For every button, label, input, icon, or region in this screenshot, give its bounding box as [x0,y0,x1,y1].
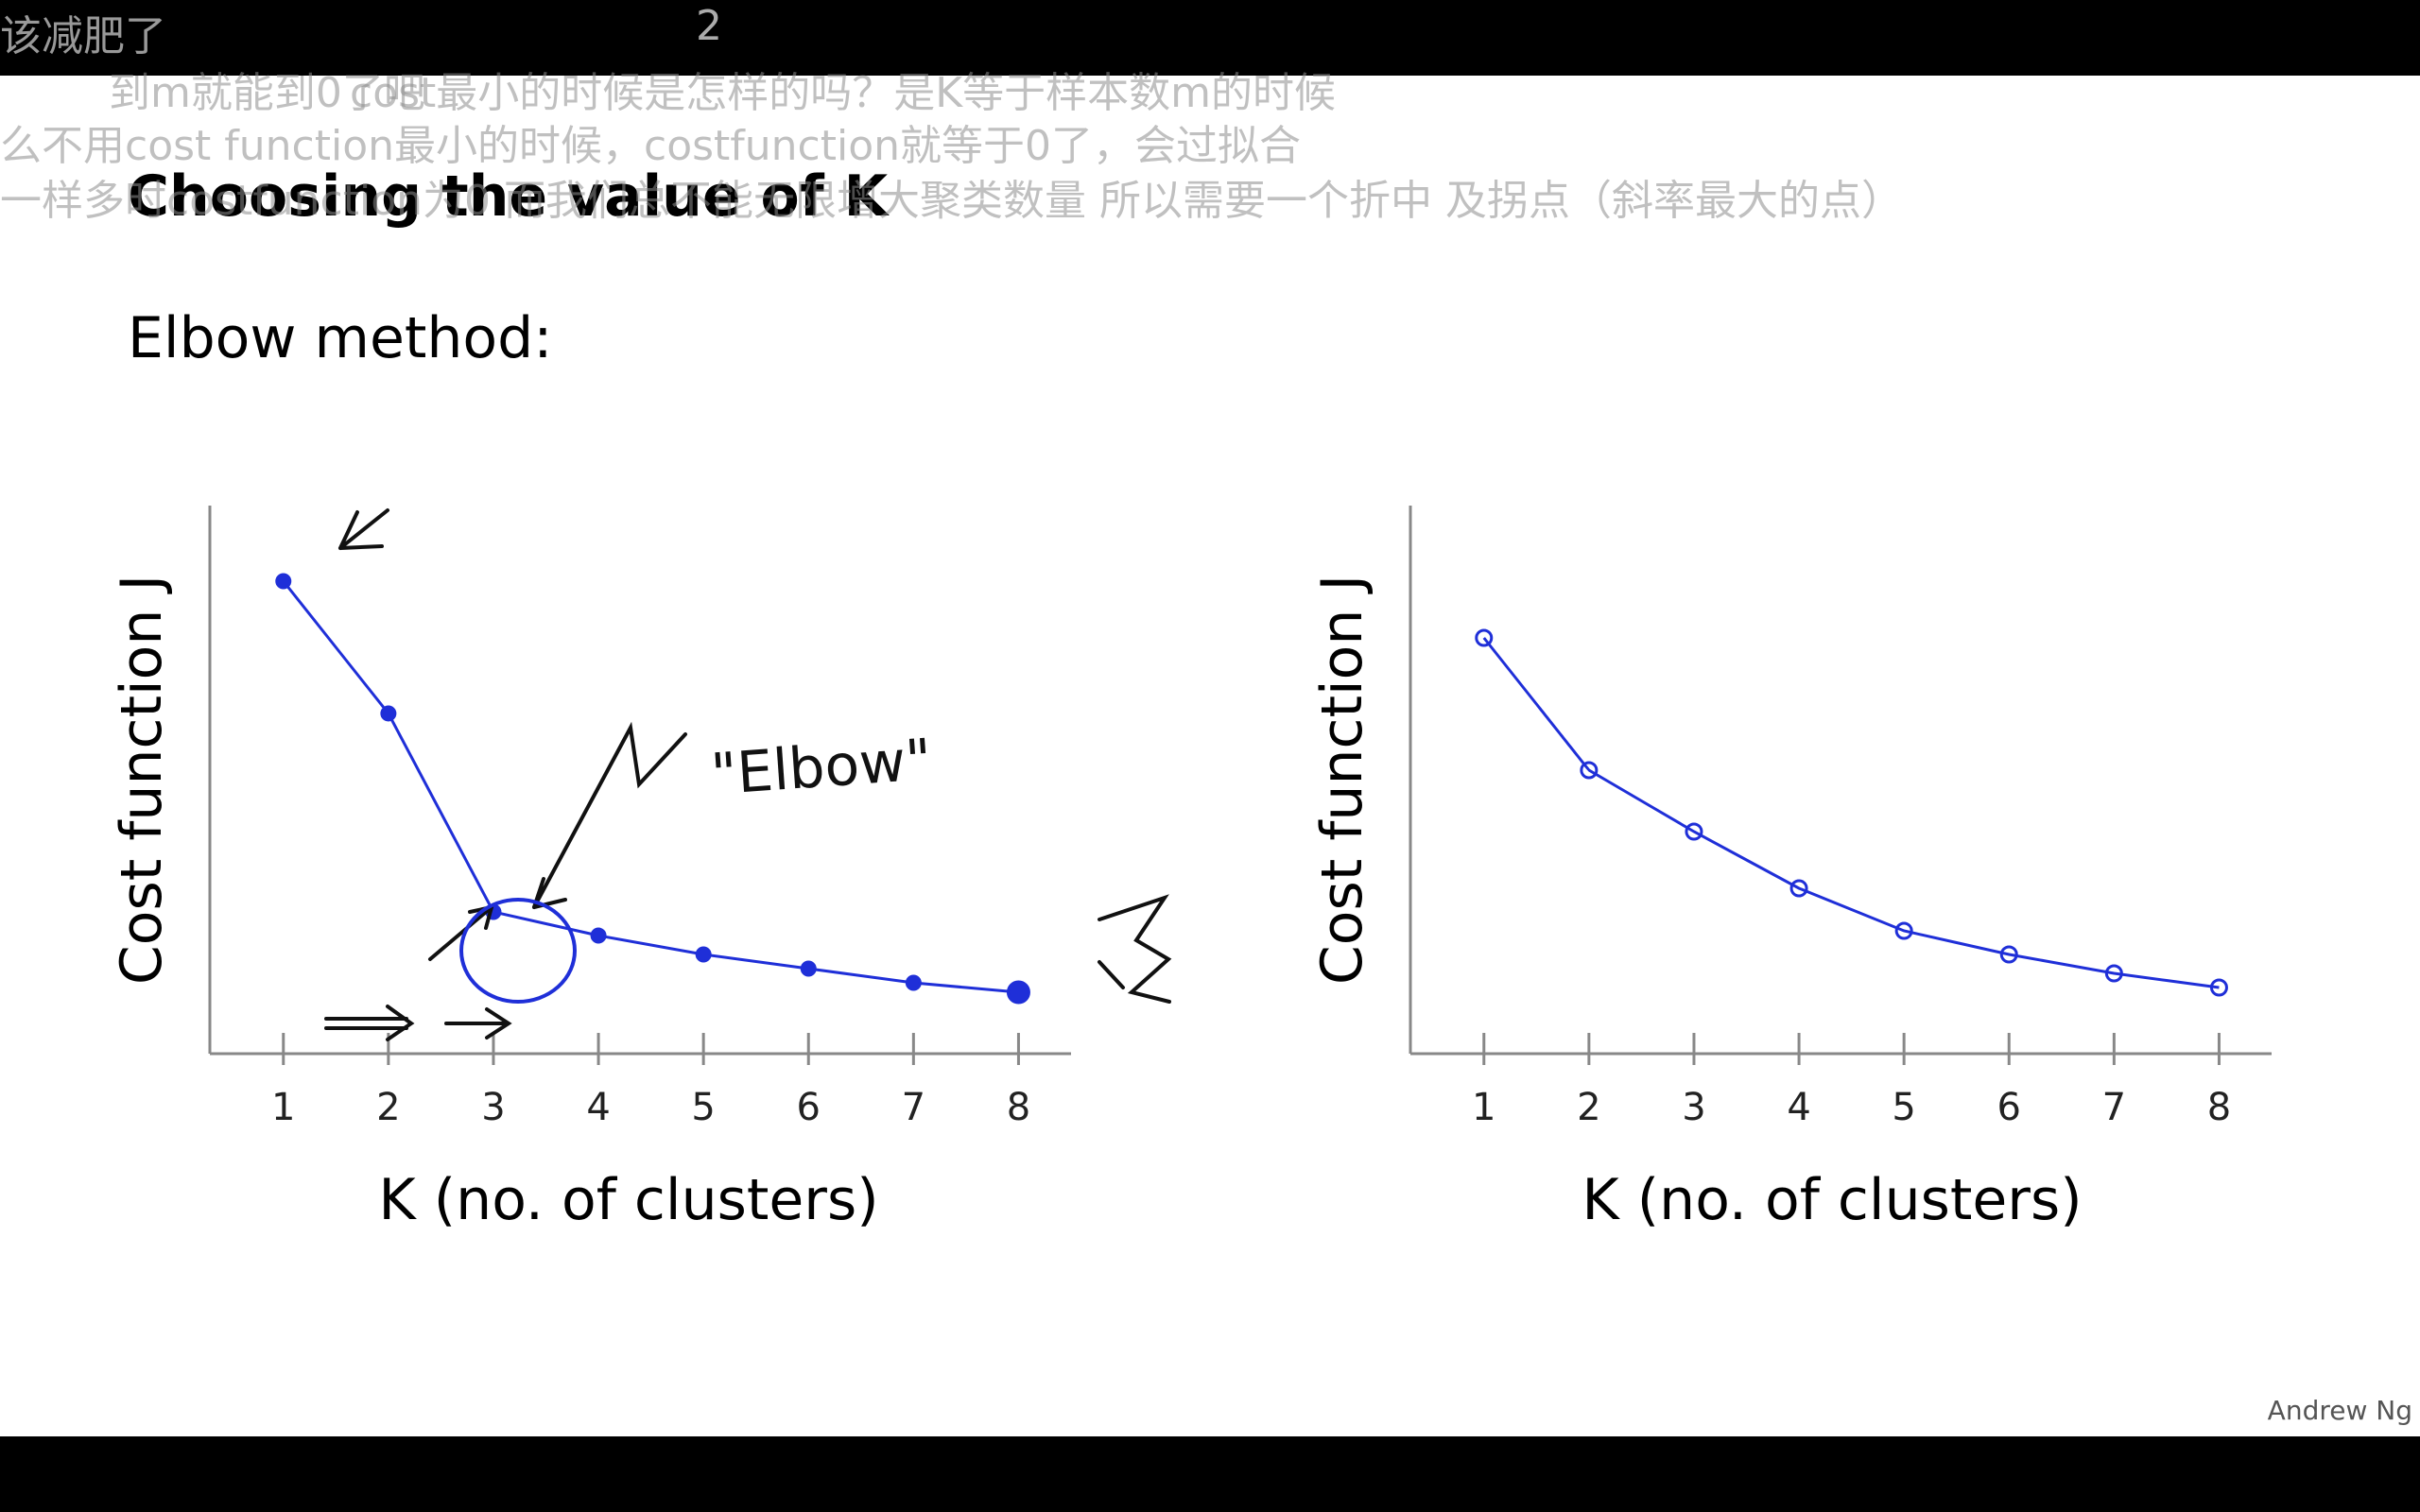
x-tick-label: 8 [1007,1086,1030,1129]
data-point [1789,879,1808,898]
right-arrow-2 [444,1007,512,1040]
data-point [2104,964,2123,983]
data-point [1999,945,2018,964]
y-axis-label: Cost function J [109,575,175,985]
x-tick-label: 1 [1472,1086,1495,1129]
arrow-to-k1 [338,508,389,550]
x-tick-label: 7 [2102,1086,2126,1129]
comment-count: 2 [696,2,722,50]
x-tick-label: 3 [481,1086,505,1129]
chart-right: 1 2 3 4 5 6 7 8 Cost function J K (no. of clust… [1309,506,2272,1233]
series-points [1475,628,2228,997]
right-arrow-1 [324,1005,415,1041]
data-point [380,705,397,722]
lecture-slide: Choosing the value of K Elbow method: 1 2… [0,76,2420,1436]
slide-canvas: Choosing the value of K Elbow method: 1 2… [109,163,2412,1426]
data-point [2209,978,2228,997]
x-tick-label: 4 [586,1086,610,1129]
data-point [275,573,292,590]
x-ticks: 1 2 3 4 5 6 7 8 [1472,1033,2231,1129]
danmaku-comment: 该减肥了 [0,12,166,60]
data-point [1894,921,1913,940]
x-tick-label: 7 [902,1086,925,1129]
elbow-circle [459,898,577,1004]
play-button[interactable] [2240,1228,2356,1323]
y-axis-label: Cost function J [1309,575,1375,985]
slide-title: Choosing the value of K [128,163,890,230]
m-bracket [1098,894,1172,1004]
danmaku-comment: 一样多时costfunction为0 而我们总不能无限增大聚类数量 所以需要一个… [0,177,1903,225]
danmaku-comment: 么不用cost function最小的时候，costfunction就等于0了，… [0,122,1302,170]
data-point [1580,761,1599,780]
x-tick-label: 5 [1892,1086,1915,1129]
x-tick-label: 4 [1787,1086,1810,1129]
danmaku-comment: cost最小的时候是怎样的吗？是K等于样本数m的时候 [350,69,1337,117]
x-tick-label: 6 [797,1086,821,1129]
danmaku-comment: 到m就能到0了吧 [109,69,425,117]
x-tick-label: 5 [691,1086,715,1129]
arrow-to-elbow [532,721,687,909]
slide-subtitle: Elbow method: [128,305,552,371]
series-points [275,573,1030,1005]
data-point [1475,628,1494,647]
elbow-annotation: "Elbow" [709,727,934,808]
series-line [1482,637,2220,989]
data-point [800,960,817,977]
play-icon [2285,1254,2319,1296]
x-tick-label: 1 [271,1086,295,1129]
x-tick-label: 8 [2207,1086,2231,1129]
bottom-letterbox [0,1436,2420,1512]
data-point [1685,822,1703,841]
x-ticks: 1 2 3 4 5 6 7 8 [271,1033,1030,1129]
x-tick-label: 2 [1577,1086,1600,1129]
data-point [590,927,607,944]
data-point [905,974,922,991]
data-point [1006,980,1030,1005]
chart-left: 1 2 3 4 5 6 7 8 Cost function J K (no. of clust… [109,506,1071,1233]
x-tick-label: 3 [1682,1086,1705,1129]
x-axis-label: K (no. of clusters) [1582,1167,2082,1233]
top-letterbox [0,0,2420,76]
x-tick-label: 2 [376,1086,400,1129]
author-credit: Andrew Ng [2268,1395,2412,1426]
x-axis-label: K (no. of clusters) [378,1167,878,1233]
data-point [695,946,712,963]
x-tick-label: 6 [1997,1086,2021,1129]
